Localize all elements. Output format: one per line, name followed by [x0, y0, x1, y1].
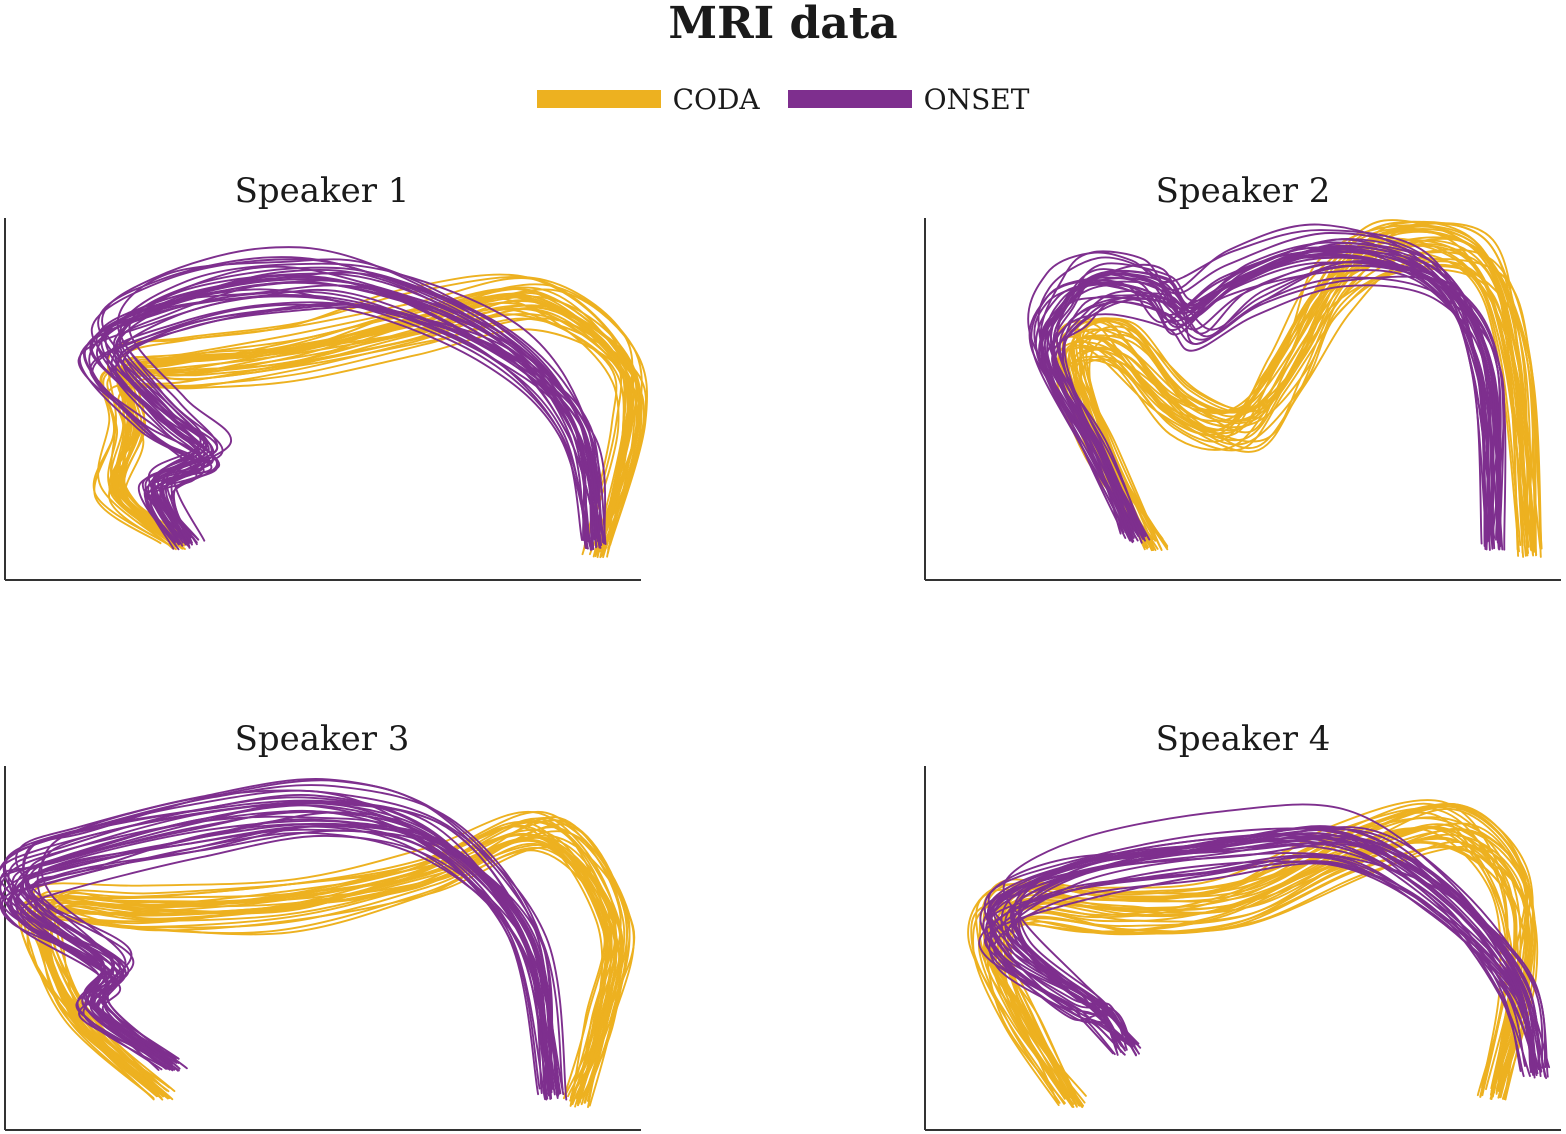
contour-onset	[112, 268, 598, 548]
series-onset	[77, 246, 607, 551]
contour-onset	[0, 803, 546, 1101]
contour-coda	[17, 825, 604, 1100]
contour-onset	[1040, 248, 1500, 542]
contour-onset	[989, 834, 1535, 1076]
contour-coda	[115, 307, 633, 550]
panel-title: Speaker 1	[235, 171, 410, 211]
legend-label-onset: ONSET	[923, 82, 1030, 116]
contour-onset	[0, 818, 549, 1100]
series-onset	[978, 803, 1551, 1080]
contour-coda	[998, 805, 1529, 1108]
contour-onset	[114, 303, 598, 549]
contour-coda	[1078, 222, 1529, 552]
contour-coda	[22, 824, 608, 1100]
legend-item-onset: ONSET	[787, 82, 1030, 116]
contour-onset	[113, 277, 598, 542]
contour-onset	[27, 804, 560, 1097]
contour-coda	[123, 295, 643, 557]
figure-title: MRI data	[668, 0, 898, 49]
panel-title: Speaker 4	[1156, 719, 1331, 759]
contour-onset	[91, 303, 592, 548]
contour-coda	[1071, 228, 1535, 553]
contour-coda	[972, 826, 1515, 1107]
contour-onset	[101, 246, 599, 546]
contour-coda	[110, 295, 626, 558]
contour-onset	[128, 266, 599, 543]
contour-onset	[9, 825, 556, 1096]
contour-coda	[106, 313, 625, 559]
contour-onset	[984, 860, 1539, 1075]
contour-coda	[1080, 258, 1537, 557]
contour-onset	[12, 810, 548, 1101]
contour-onset	[1011, 837, 1539, 1074]
contour-onset	[1052, 237, 1495, 543]
contour-coda	[118, 276, 634, 549]
contour-coda	[970, 827, 1502, 1105]
contour-coda	[1071, 230, 1524, 554]
contour-coda	[978, 799, 1519, 1100]
contour-onset	[1042, 252, 1491, 551]
legend-swatch-coda	[536, 90, 661, 108]
contour-onset	[978, 860, 1525, 1078]
panel-speaker-1: Speaker 1	[4, 171, 649, 581]
contour-coda	[93, 297, 620, 556]
contour-coda	[108, 308, 629, 552]
contour-coda	[1088, 236, 1543, 552]
contour-onset	[1051, 276, 1506, 543]
contour-onset	[115, 272, 605, 544]
contour-onset	[83, 290, 589, 550]
contour-coda	[32, 819, 624, 1097]
contour-coda	[122, 317, 647, 557]
contour-coda	[38, 846, 620, 1106]
contour-onset	[22, 784, 552, 1100]
contour-coda	[97, 295, 623, 551]
contour-onset	[7, 796, 552, 1091]
legend: CODA ONSET	[0, 82, 1566, 116]
contour-onset	[19, 819, 550, 1097]
legend-swatch-onset	[787, 90, 912, 108]
series-onset	[0, 777, 568, 1101]
contour-coda	[1072, 219, 1535, 557]
series-coda	[17, 810, 636, 1109]
contour-coda	[54, 823, 626, 1102]
contour-onset	[1002, 803, 1538, 1069]
contour-coda	[1007, 840, 1531, 1107]
panel-speaker-3: Speaker 3	[0, 719, 641, 1131]
contour-coda	[999, 807, 1528, 1098]
series-onset	[1027, 223, 1507, 551]
panel-speaker-2: Speaker 2	[924, 171, 1561, 581]
contour-onset	[15, 822, 559, 1097]
legend-item-coda: CODA	[536, 82, 760, 116]
contour-onset	[1011, 834, 1541, 1070]
contour-onset	[1, 825, 552, 1090]
contour-onset	[984, 837, 1531, 1077]
series-coda	[92, 273, 649, 559]
panel-title: Speaker 2	[1156, 171, 1331, 211]
contour-coda	[49, 834, 636, 1109]
contour-onset	[14, 824, 555, 1090]
contour-onset	[987, 832, 1538, 1077]
legend-label-coda: CODA	[672, 82, 760, 116]
contour-coda	[992, 803, 1532, 1108]
contour-coda	[106, 295, 630, 559]
panel-speaker-4: Speaker 4	[924, 719, 1561, 1131]
panel-title: Speaker 3	[235, 719, 410, 759]
contour-onset	[989, 860, 1535, 1075]
